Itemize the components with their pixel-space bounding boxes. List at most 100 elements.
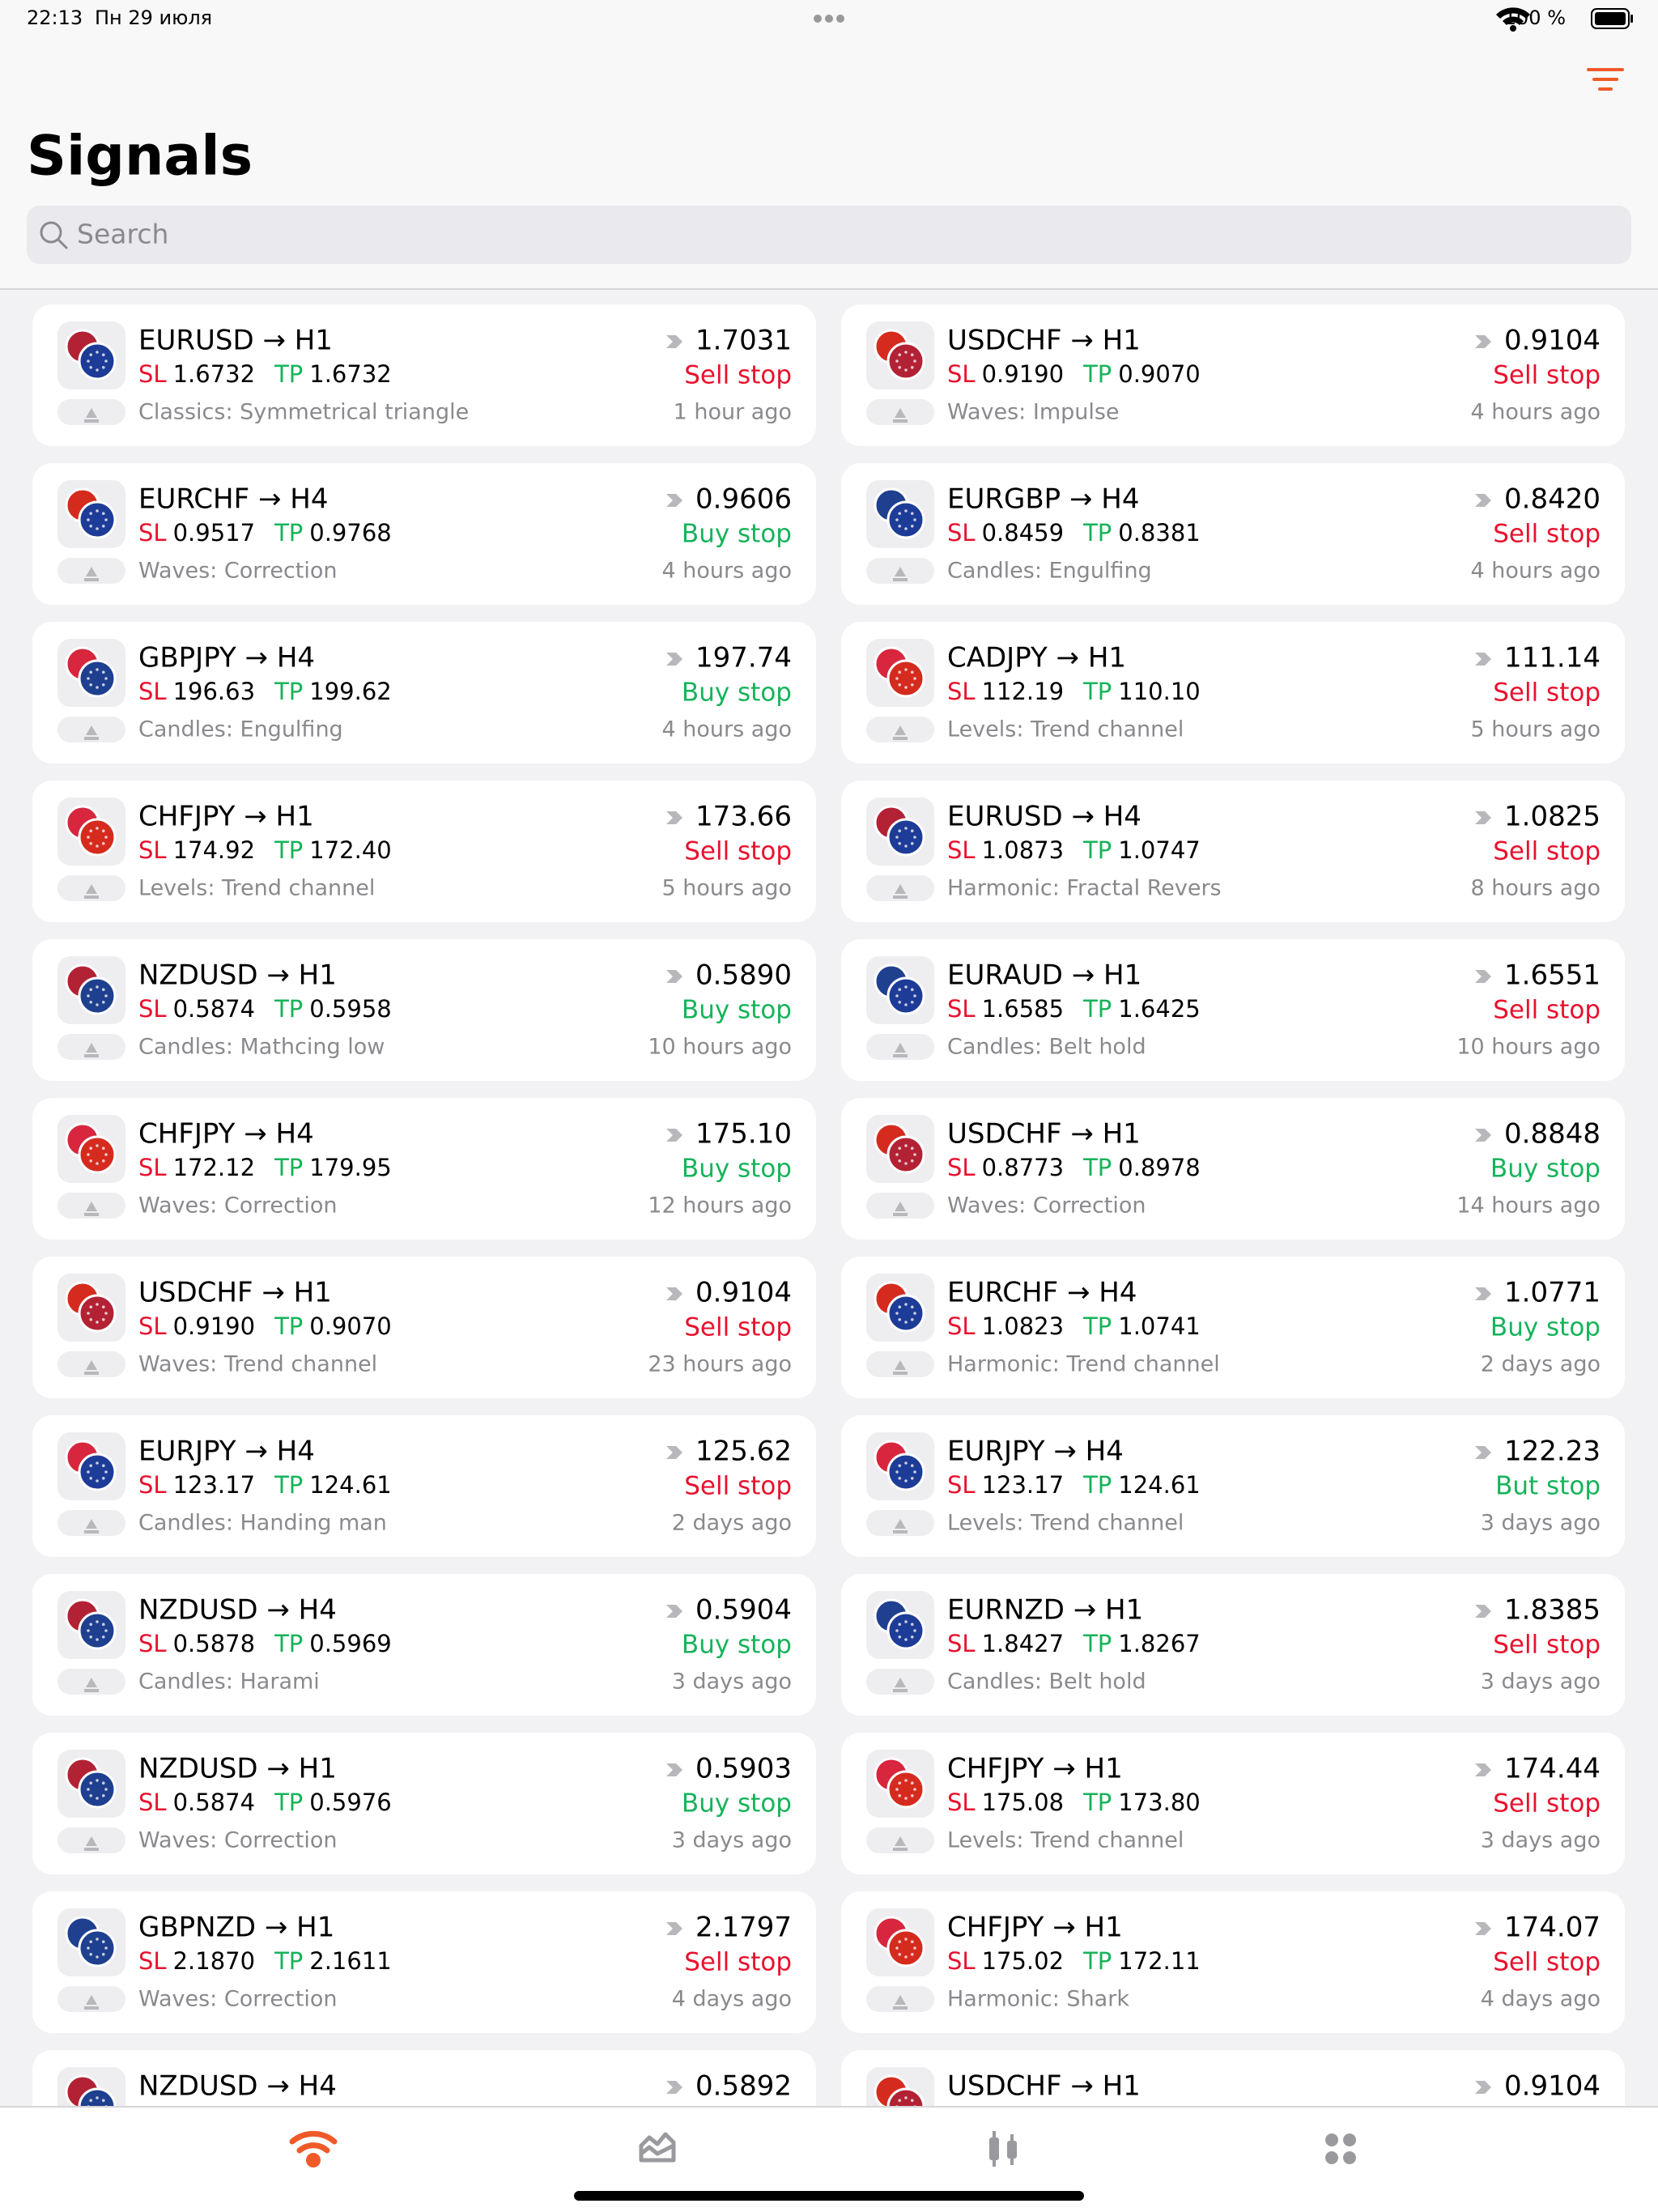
flag-dot	[898, 670, 902, 674]
flag-dot	[898, 365, 902, 369]
price-chevron	[1475, 811, 1492, 824]
order-type: Buy stop	[682, 996, 792, 1025]
pattern: Harmonic: Fractal Revers	[947, 876, 1222, 901]
order-type: Sell stop	[684, 361, 792, 390]
flag-dot	[89, 1781, 93, 1785]
flag-dot	[101, 841, 105, 845]
flag-dot	[96, 1003, 99, 1006]
card-bg	[841, 939, 1625, 1081]
price-chevron	[1475, 1605, 1492, 1618]
tab-charts[interactable]	[639, 2132, 676, 2163]
signal-card[interactable]: EURJPY → H4 122.23 SL 123.17 TP 124.61 But sto…	[841, 1415, 1625, 1557]
signal-card[interactable]: USDCHF → H1 0.9104 SL 0.9190 TP 0.9070 Sell st…	[841, 304, 1625, 446]
flag-dot	[104, 1153, 108, 1156]
time-ago: 3 days ago	[672, 1828, 792, 1853]
tab-signals[interactable]	[289, 2130, 338, 2167]
pattern-icon	[84, 1202, 99, 1216]
signal-card[interactable]: EURGBP → H4 0.8420 SL 0.8459 TP 0.8381 Sell st…	[841, 463, 1625, 605]
signal-card[interactable]: EURCHF → H4 0.9606 SL 0.9517 TP 0.9768 Buy sto…	[32, 463, 816, 605]
card-bg	[32, 939, 816, 1081]
signal-card[interactable]: NZDUSD → H4 0.5904 SL 0.5878 TP 0.5969 Buy sto…	[32, 1574, 816, 1716]
flag-dot	[898, 841, 902, 845]
flag-dot	[104, 836, 108, 839]
time-ago: 4 hours ago	[662, 717, 792, 742]
price-chevron	[666, 1446, 683, 1459]
order-type: Sell stop	[684, 1948, 792, 1977]
flag-dot	[96, 1620, 99, 1623]
sl-value: 0.5878	[173, 1630, 255, 1657]
flag-dot	[104, 1946, 108, 1950]
signal-card[interactable]: NZDUSD → H1 0.5903 SL 0.5874 TP 0.5976 Buy sto…	[32, 1733, 816, 1874]
flag-dot	[89, 829, 93, 833]
search-placeholder: Search	[77, 219, 168, 250]
signal-card[interactable]: CHFJPY → H1 174.44 SL 175.08 TP 173.80 Sell st…	[841, 1733, 1625, 1874]
pair-title: CHFJPY → H1	[947, 1753, 1123, 1785]
sl-label: SL	[138, 836, 167, 864]
signal-card[interactable]: CHFJPY → H4 175.10 SL 172.12 TP 179.95 Buy sto…	[32, 1098, 816, 1240]
flag-dot	[89, 1635, 93, 1639]
tp-value: 1.0747	[1118, 836, 1200, 864]
flag-dot	[898, 1000, 902, 1004]
price: 0.9606	[695, 483, 792, 516]
flag-dot	[913, 1788, 916, 1791]
pattern-icon	[893, 884, 908, 899]
signal-card[interactable]: NZDUSD → H1 0.5890 SL 0.5874 TP 0.5958 Buy sto…	[32, 939, 816, 1081]
flag-dot	[910, 829, 914, 833]
signal-card[interactable]: EURNZD → H1 1.8385 SL 1.8427 TP 1.8267 Sell st…	[841, 1574, 1625, 1716]
tab-more[interactable]	[1325, 2133, 1356, 2164]
sl-tp-line: SL 0.5878 TP 0.5969	[138, 1630, 392, 1657]
flag-dot	[96, 1779, 99, 1782]
flag-dot	[89, 524, 93, 528]
sl-tp-line: SL 0.5874 TP 0.5976	[138, 1789, 392, 1816]
search-field[interactable]: Search	[27, 206, 1631, 264]
tp-label: TP	[274, 678, 303, 705]
status-date: Пн 29 июля	[95, 6, 212, 29]
signal-card[interactable]: USDCHF → H1 0.9104 SL 0.9190 TP 0.9070 Sell st…	[32, 1257, 816, 1398]
signal-card[interactable]: USDCHF → H1 0.8848 SL 0.8773 TP 0.8978 Buy sto…	[841, 1098, 1625, 1240]
flag-front	[78, 659, 117, 698]
tp-label: TP	[1082, 1947, 1112, 1975]
signal-card[interactable]: EURJPY → H4 125.62 SL 123.17 TP 124.61 Sell st…	[32, 1415, 816, 1557]
sl-value: 175.08	[982, 1789, 1064, 1816]
sl-tp-line: SL 1.6732 TP 1.6732	[138, 360, 392, 388]
tp-label: TP	[1082, 1630, 1112, 1657]
pair-title: NZDUSD → H1	[138, 1753, 337, 1785]
signal-card[interactable]: CHFJPY → H1 174.07 SL 175.02 TP 172.11 Sell st…	[841, 1891, 1625, 2033]
signal-card[interactable]: GBPJPY → H4 197.74 SL 196.63 TP 199.62 Buy sto…	[32, 622, 816, 764]
signal-card[interactable]: NZDUSD → H4 0.5892	[32, 2050, 816, 2192]
filter-button[interactable]	[1587, 68, 1624, 91]
flag-dot	[101, 1623, 105, 1627]
signal-card[interactable]: CHFJPY → H1 173.66 SL 174.92 TP 172.40 Sell st…	[32, 781, 816, 922]
tp-label: TP	[274, 1947, 303, 1975]
tp-value: 1.8267	[1118, 1630, 1200, 1657]
tp-label: TP	[274, 360, 303, 388]
signal-card[interactable]: GBPNZD → H1 2.1797 SL 2.1870 TP 2.1611 Sell st…	[32, 1891, 816, 2033]
signal-card[interactable]: CADJPY → H1 111.14 SL 112.19 TP 110.10 Sell st…	[841, 622, 1625, 764]
flag-dot	[910, 1781, 914, 1785]
pair-title: USDCHF → H1	[947, 325, 1141, 357]
flag-dot	[87, 1788, 90, 1791]
tab-instruments[interactable]	[989, 2131, 1017, 2167]
flag-dot	[904, 1162, 908, 1165]
tp-label: TP	[274, 995, 303, 1023]
pattern-icon	[84, 1519, 99, 1534]
flag-dot	[89, 1623, 93, 1627]
sl-tp-line: SL 0.8459 TP 0.8381	[947, 519, 1201, 547]
pair-title: EURAUD → H1	[947, 959, 1141, 992]
flag-dot	[101, 512, 105, 516]
pair-title: CHFJPY → H1	[138, 801, 314, 833]
price: 1.8385	[1504, 1594, 1601, 1627]
signal-card[interactable]: EURUSD → H4 1.0825 SL 1.0873 TP 1.0747 Sell st…	[841, 781, 1625, 922]
signal-card[interactable]: EURCHF → H4 1.0771 SL 1.0823 TP 1.0741 Buy sto…	[841, 1257, 1625, 1398]
flag-dot	[904, 1797, 908, 1800]
signal-card[interactable]: USDCHF → H1 0.9104	[841, 2050, 1625, 2192]
time-ago: 3 days ago	[1481, 1828, 1601, 1853]
flag-dot	[913, 1629, 916, 1632]
flag-dot	[89, 365, 93, 369]
pattern: Waves: Correction	[138, 1828, 338, 1853]
pattern-icon	[84, 1678, 99, 1692]
signal-card[interactable]: EURAUD → H1 1.6551 SL 1.6585 TP 1.6425 Sell st…	[841, 939, 1625, 1081]
flag-dot	[913, 994, 916, 998]
